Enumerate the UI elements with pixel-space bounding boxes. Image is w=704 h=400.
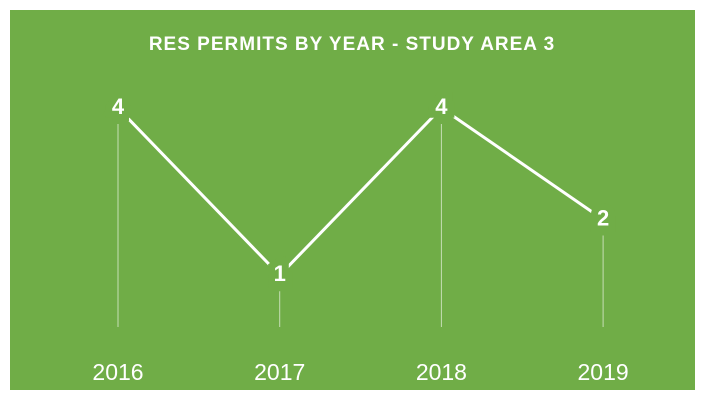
data-label: 1	[274, 261, 286, 286]
data-label: 4	[112, 94, 125, 119]
x-tick-label: 2016	[92, 359, 143, 385]
x-tick-label: 2017	[254, 359, 305, 385]
data-label: 4	[435, 94, 448, 119]
data-label: 2	[597, 205, 609, 230]
x-tick-label: 2018	[416, 359, 467, 385]
x-tick-label: 2019	[578, 359, 629, 385]
line	[116, 106, 604, 277]
chart-title: RES PERMITS BY YEAR - STUDY AREA 3	[149, 34, 555, 55]
